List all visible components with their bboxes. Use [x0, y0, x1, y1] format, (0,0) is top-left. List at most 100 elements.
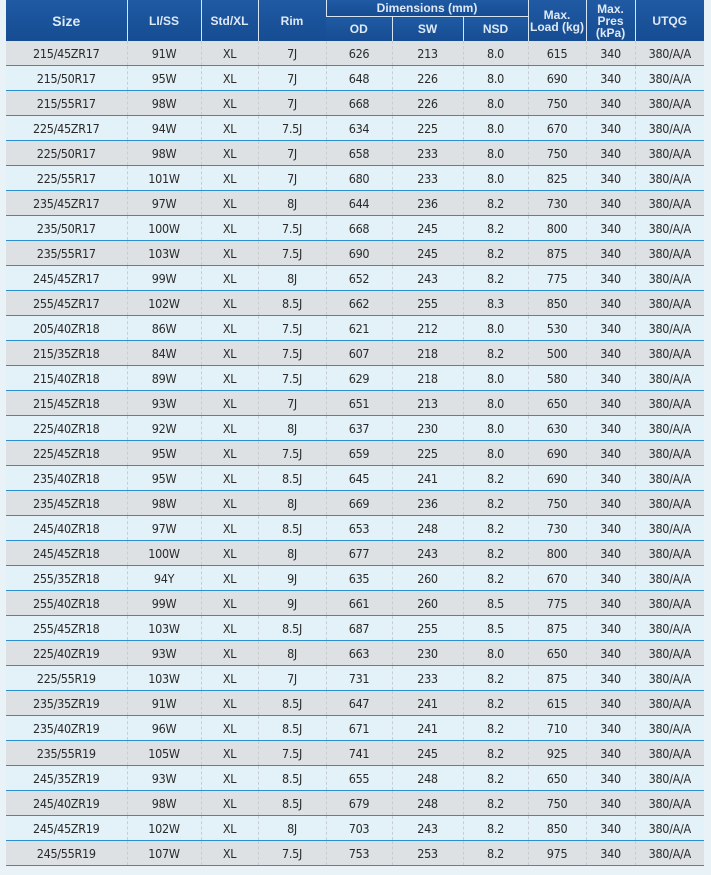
- cell-size: 255/40ZR18: [6, 590, 127, 616]
- table-row: 225/55R19 103W XL 7J 731 233 8.2 875 340 380/A/A: [6, 665, 705, 691]
- cell-max-load: 975: [527, 840, 587, 866]
- cell-od: 741: [325, 740, 392, 766]
- cell-max-load: 875: [527, 240, 587, 266]
- cell-nsd: 8.2: [462, 240, 529, 266]
- cell-max-load: 615: [527, 41, 587, 66]
- cell-li-ss: 93W: [126, 640, 201, 666]
- table-row: 235/40ZR19 96W XL 8.5J 671 241 8.2 710 340 380/A/…: [6, 715, 705, 741]
- cell-sw: 218: [391, 340, 463, 366]
- cell-li-ss: 98W: [126, 490, 201, 516]
- cell-utqg: 380/A/A: [634, 140, 705, 166]
- cell-li-ss: 103W: [126, 665, 201, 691]
- cell-max-load: 690: [527, 65, 587, 91]
- table-row: 215/35ZR18 84W XL 7.5J 607 218 8.2 500 340 380/A/…: [6, 340, 705, 366]
- cell-std-xl: XL: [200, 490, 258, 516]
- cell-utqg: 380/A/A: [634, 215, 705, 241]
- cell-max-pres: 340: [585, 65, 636, 91]
- cell-od: 629: [325, 365, 392, 391]
- cell-rim: 7.5J: [257, 340, 326, 366]
- cell-od: 663: [325, 640, 392, 666]
- cell-sw: 213: [391, 41, 463, 66]
- cell-od: 652: [325, 265, 392, 291]
- cell-std-xl: XL: [200, 90, 258, 116]
- cell-nsd: 8.2: [462, 690, 529, 716]
- cell-size: 215/40ZR18: [6, 365, 127, 391]
- cell-od: 648: [325, 65, 392, 91]
- table-row: 225/45ZR17 94W XL 7.5J 634 225 8.0 670 340 380/A/…: [6, 115, 705, 141]
- cell-size: 225/40ZR19: [6, 640, 127, 666]
- cell-nsd: 8.2: [462, 565, 529, 591]
- cell-size: 235/40ZR18: [6, 465, 127, 491]
- cell-li-ss: 99W: [126, 265, 201, 291]
- cell-max-load: 650: [527, 390, 587, 416]
- cell-utqg: 380/A/A: [634, 265, 705, 291]
- table-row: 245/40ZR19 98W XL 8.5J 679 248 8.2 750 340 380/A/…: [6, 790, 705, 816]
- table-body: 215/45ZR17 91W XL 7J 626 213 8.0 615 340 380/A/A 2…: [6, 41, 705, 866]
- col-header-utqg: UTQG: [634, 0, 705, 41]
- cell-nsd: 8.2: [462, 765, 529, 791]
- cell-max-pres: 340: [585, 565, 636, 591]
- cell-max-pres: 340: [585, 715, 636, 741]
- cell-sw: 212: [391, 315, 463, 341]
- cell-nsd: 8.5: [462, 590, 529, 616]
- cell-rim: 7.5J: [257, 115, 326, 141]
- cell-rim: 7J: [257, 41, 326, 66]
- cell-max-pres: 340: [585, 140, 636, 166]
- cell-utqg: 380/A/A: [634, 115, 705, 141]
- cell-max-pres: 340: [585, 415, 636, 441]
- cell-li-ss: 98W: [126, 790, 201, 816]
- cell-nsd: 8.0: [462, 440, 529, 466]
- table-row: 245/45ZR18 100W XL 8J 677 243 8.2 800 340 380/A/A: [6, 540, 705, 566]
- cell-max-load: 925: [527, 740, 587, 766]
- cell-rim: 8J: [257, 815, 326, 841]
- cell-rim: 8.5J: [257, 715, 326, 741]
- cell-std-xl: XL: [200, 240, 258, 266]
- cell-max-load: 750: [527, 90, 587, 116]
- cell-li-ss: 84W: [126, 340, 201, 366]
- cell-size: 215/35ZR18: [6, 340, 127, 366]
- cell-size: 225/50R17: [6, 140, 127, 166]
- cell-sw: 236: [391, 490, 463, 516]
- col-header-size: Size: [6, 0, 127, 41]
- cell-max-pres: 340: [585, 815, 636, 841]
- cell-max-pres: 340: [585, 515, 636, 541]
- cell-size: 235/45ZR17: [6, 190, 127, 216]
- cell-size: 235/45ZR18: [6, 490, 127, 516]
- cell-std-xl: XL: [200, 840, 258, 866]
- cell-od: 703: [325, 815, 392, 841]
- cell-sw: 243: [391, 540, 463, 566]
- cell-od: 661: [325, 590, 392, 616]
- cell-rim: 8.5J: [257, 465, 326, 491]
- col-header-std-xl: Std/XL: [200, 0, 258, 41]
- cell-nsd: 8.2: [462, 790, 529, 816]
- cell-utqg: 380/A/A: [634, 365, 705, 391]
- cell-std-xl: XL: [200, 790, 258, 816]
- cell-size: 225/55R19: [6, 665, 127, 691]
- cell-li-ss: 93W: [126, 765, 201, 791]
- cell-max-pres: 340: [585, 90, 636, 116]
- cell-utqg: 380/A/A: [634, 65, 705, 91]
- cell-max-pres: 340: [585, 315, 636, 341]
- table-row: 255/45ZR18 103W XL 8.5J 687 255 8.5 875 340 380/A…: [6, 615, 705, 641]
- cell-std-xl: XL: [200, 390, 258, 416]
- cell-od: 671: [325, 715, 392, 741]
- cell-od: 687: [325, 615, 392, 641]
- table-row: 235/50R17 100W XL 7.5J 668 245 8.2 800 340 380/A/…: [6, 215, 705, 241]
- cell-rim: 7.5J: [257, 740, 326, 766]
- cell-li-ss: 103W: [126, 240, 201, 266]
- cell-max-pres: 340: [585, 115, 636, 141]
- cell-od: 669: [325, 490, 392, 516]
- cell-max-pres: 340: [585, 190, 636, 216]
- cell-std-xl: XL: [200, 565, 258, 591]
- cell-std-xl: XL: [200, 165, 258, 191]
- cell-sw: 233: [391, 665, 463, 691]
- cell-std-xl: XL: [200, 215, 258, 241]
- cell-max-pres: 340: [585, 490, 636, 516]
- cell-std-xl: XL: [200, 65, 258, 91]
- cell-std-xl: XL: [200, 41, 258, 66]
- cell-rim: 7.5J: [257, 240, 326, 266]
- cell-rim: 8J: [257, 540, 326, 566]
- cell-rim: 8J: [257, 415, 326, 441]
- cell-li-ss: 95W: [126, 465, 201, 491]
- cell-max-load: 650: [527, 765, 587, 791]
